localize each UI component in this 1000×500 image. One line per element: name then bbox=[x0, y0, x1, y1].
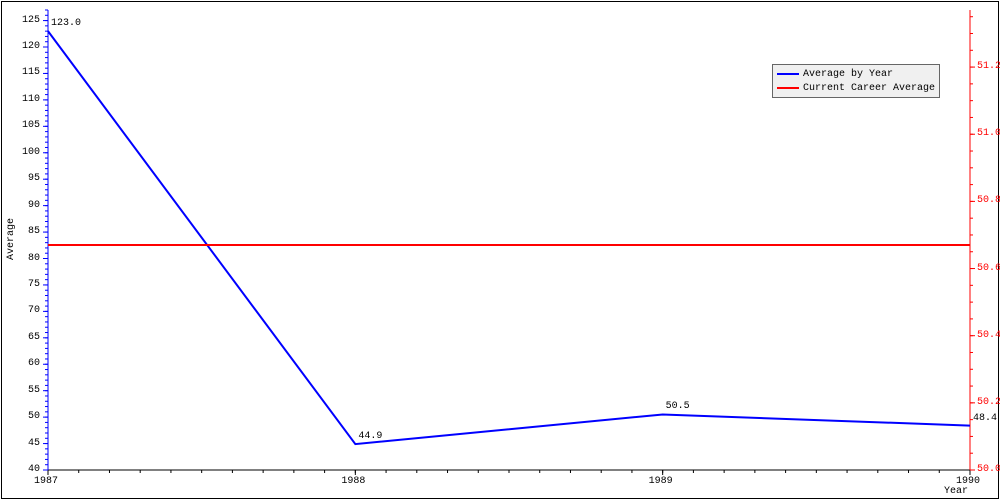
line-chart: 1987198819891990Year40455055606570758085… bbox=[0, 0, 1000, 500]
y-left-tick-label: 125 bbox=[22, 15, 40, 26]
series-point-label: 44.9 bbox=[358, 431, 382, 442]
legend-item: Average by Year bbox=[777, 67, 935, 81]
y-left-tick-label: 90 bbox=[28, 200, 40, 211]
y-left-tick-label: 85 bbox=[28, 226, 40, 237]
y-left-tick-label: 50 bbox=[28, 411, 40, 422]
y-left-tick-label: 95 bbox=[28, 173, 40, 184]
series-point-label: 50.5 bbox=[666, 401, 690, 412]
y-left-tick-label: 60 bbox=[28, 358, 40, 369]
y-right-tick-label: 50.4 bbox=[977, 330, 1000, 341]
legend-item: Current Career Average bbox=[777, 81, 935, 95]
y-left-tick-label: 65 bbox=[28, 332, 40, 343]
legend: Average by Year Current Career Average bbox=[772, 64, 940, 98]
y-left-tick-label: 40 bbox=[28, 464, 40, 475]
x-tick-label: 1988 bbox=[341, 476, 365, 487]
y-right-tick-label: 50.2 bbox=[977, 397, 1000, 408]
y-left-tick-label: 45 bbox=[28, 438, 40, 449]
y-left-tick-label: 55 bbox=[28, 385, 40, 396]
x-tick-label: 1987 bbox=[34, 476, 58, 487]
series-point-label: 48.4 bbox=[973, 413, 997, 424]
y-left-tick-label: 70 bbox=[28, 305, 40, 316]
y-left-tick-label: 75 bbox=[28, 279, 40, 290]
y-left-tick-label: 105 bbox=[22, 120, 40, 131]
y-axis-left-title: Average bbox=[6, 218, 17, 260]
legend-swatch bbox=[777, 87, 799, 89]
x-axis-title: Year bbox=[944, 486, 968, 497]
y-right-tick-label: 50.6 bbox=[977, 263, 1000, 274]
legend-label: Average by Year bbox=[803, 69, 893, 80]
y-left-tick-label: 100 bbox=[22, 147, 40, 158]
y-left-tick-label: 120 bbox=[22, 41, 40, 52]
y-left-tick-label: 80 bbox=[28, 253, 40, 264]
y-right-tick-label: 51.0 bbox=[977, 128, 1000, 139]
series-point-label: 123.0 bbox=[51, 18, 81, 29]
legend-label: Current Career Average bbox=[803, 83, 935, 94]
legend-swatch bbox=[777, 73, 799, 75]
y-left-tick-label: 115 bbox=[22, 67, 40, 78]
y-right-tick-label: 51.2 bbox=[977, 61, 1000, 72]
y-right-tick-label: 50.0 bbox=[977, 464, 1000, 475]
y-left-tick-label: 110 bbox=[22, 94, 40, 105]
x-tick-label: 1989 bbox=[649, 476, 673, 487]
y-right-tick-label: 50.8 bbox=[977, 195, 1000, 206]
